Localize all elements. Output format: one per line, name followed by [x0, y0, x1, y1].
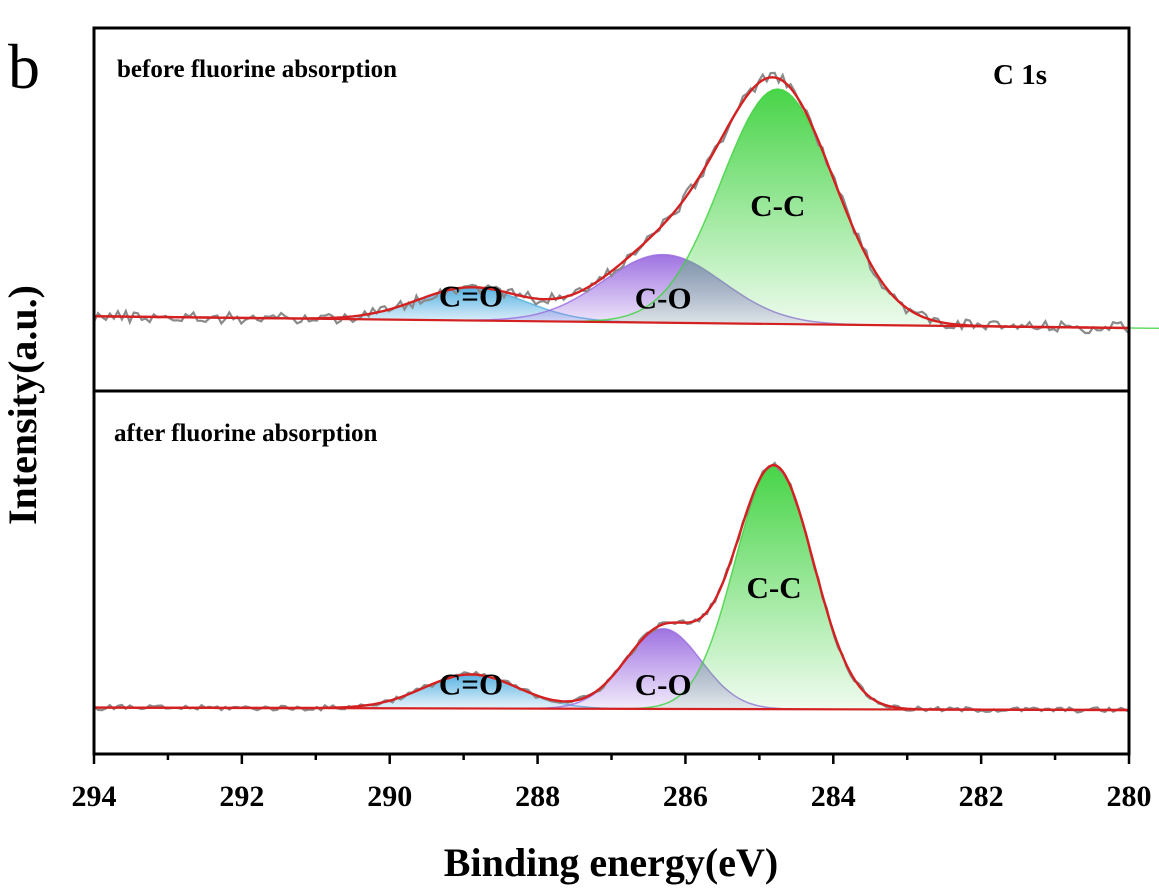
- x-tick-label-286: 286: [663, 780, 708, 813]
- envelope-fit-0: [93, 76, 1129, 330]
- raw-spectrum-1: [93, 461, 1130, 714]
- x-tick-label-288: 288: [515, 780, 560, 813]
- x-tick-label-282: 282: [959, 780, 1004, 813]
- peak-label-cc-0: C-C: [750, 188, 805, 223]
- panel-letter: b: [8, 31, 40, 102]
- panel-after: C=O C-O C-C: [93, 461, 1130, 714]
- x-tick-label-292: 292: [219, 780, 264, 813]
- peak-label-cc-1: C-C: [747, 570, 802, 605]
- x-tick-label-284: 284: [811, 780, 856, 813]
- x-tick-label-290: 290: [367, 780, 412, 813]
- panel-label-before: before fluorine absorption: [117, 56, 397, 83]
- panel-before: C=O C-O C-C: [92, 71, 1159, 335]
- x-tick-label-294: 294: [72, 780, 117, 813]
- peak-label-ceqo-1: C=O: [439, 667, 503, 702]
- panel-label-after: after fluorine absorption: [114, 420, 378, 447]
- envelope-fit-1: [94, 463, 1129, 712]
- peak-label-co-1: C-O: [635, 667, 692, 702]
- element-label: C 1s: [993, 59, 1047, 91]
- x-axis-label: Binding energy(eV): [444, 840, 778, 885]
- peak-label-co-0: C-O: [635, 281, 692, 316]
- y-axis-label: Intensity(a.u.): [0, 285, 45, 525]
- x-tick-label-280: 280: [1107, 780, 1152, 813]
- x-axis: 294 292 290 288 286 284 282 280: [72, 754, 1152, 813]
- peak-label-ceqo-0: C=O: [439, 279, 503, 314]
